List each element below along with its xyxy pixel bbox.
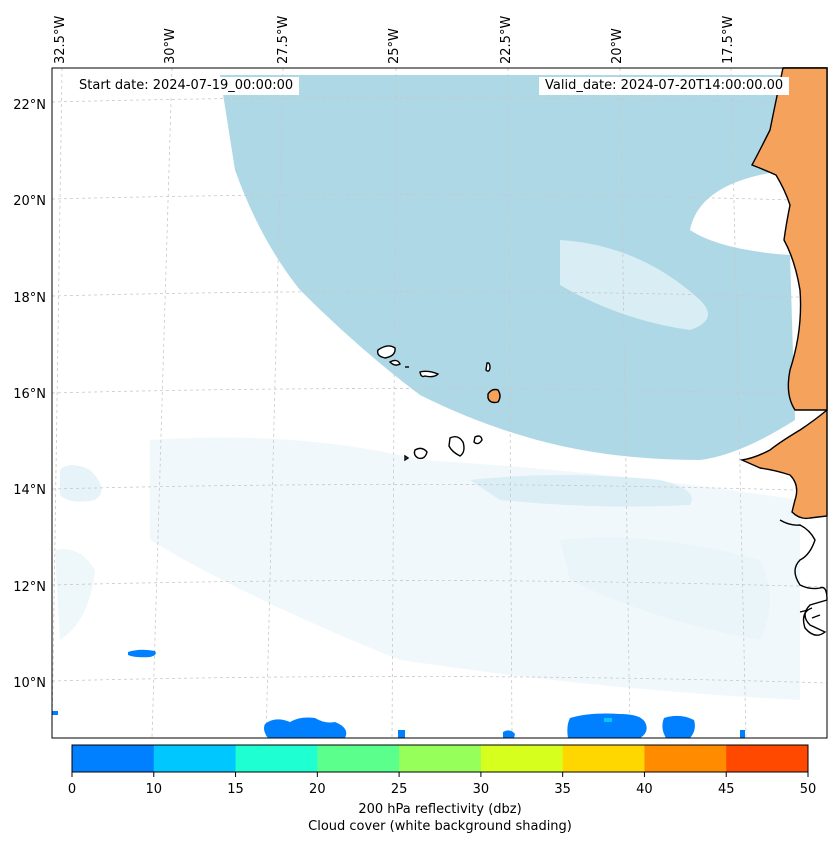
guinea-coast bbox=[779, 519, 828, 636]
graticule bbox=[51, 67, 828, 739]
colorbar-frame bbox=[71, 744, 809, 773]
lon-label-30w: 30°W bbox=[163, 28, 178, 64]
parallel-10n bbox=[51, 676, 828, 684]
reflectivity-cell-edge bbox=[52, 711, 58, 715]
parallel-14n bbox=[51, 484, 828, 492]
meridian-22-5w bbox=[507, 67, 513, 739]
lat-label-18n: 18°N bbox=[13, 291, 46, 306]
island-santiago bbox=[448, 435, 465, 457]
lat-label-20n: 20°N bbox=[13, 194, 46, 209]
island-fogo bbox=[413, 447, 428, 460]
west-africa-coast-north bbox=[751, 67, 828, 411]
reflectivity-layer bbox=[52, 649, 745, 738]
colorbar bbox=[71, 744, 809, 777]
meridian-32-5w bbox=[51, 67, 63, 739]
colorbar-segment bbox=[399, 745, 482, 772]
lat-label-14n: 14°N bbox=[13, 483, 46, 498]
colorbar-sublabel: Cloud cover (white background shading) bbox=[308, 819, 572, 834]
cloud-main-mass bbox=[220, 75, 795, 460]
island-santo-antao bbox=[376, 345, 396, 359]
colorbar-tick-label: 50 bbox=[799, 782, 817, 797]
colorbar-tick-label: 25 bbox=[390, 782, 408, 797]
cloud-clear-gap bbox=[560, 240, 708, 330]
reflectivity-cell-south-2 bbox=[503, 730, 515, 738]
reflectivity-cell-south-4 bbox=[662, 715, 695, 738]
lon-label-20w: 20°W bbox=[610, 28, 625, 64]
lat-label-10n: 10°N bbox=[13, 676, 46, 691]
colorbar-segment bbox=[480, 745, 564, 772]
colorbar-tick-label: 10 bbox=[145, 782, 163, 797]
colorbar-segment bbox=[562, 745, 645, 772]
lon-label-17-5w: 17.5°W bbox=[721, 15, 736, 64]
west-africa-coast bbox=[739, 67, 828, 520]
cloud-cover-layer bbox=[55, 75, 800, 700]
colorbar-segment bbox=[317, 745, 400, 772]
colorbar-segment bbox=[153, 745, 237, 772]
reflectivity-cell-south-3-core bbox=[604, 718, 612, 722]
land-layer bbox=[376, 67, 828, 636]
meridian-30w bbox=[151, 67, 173, 739]
island-sao-nicolau bbox=[419, 370, 440, 378]
island-brava bbox=[404, 454, 410, 462]
island-sao-vicente bbox=[388, 359, 401, 366]
valid-date-label: Valid_date: 2024-07-20T14:00:00.00 bbox=[539, 77, 790, 95]
meridian-17-5w bbox=[730, 67, 747, 739]
meridian-20w bbox=[619, 67, 631, 739]
colorbar-tick-label: 15 bbox=[227, 782, 244, 797]
lat-label-22n: 22°N bbox=[13, 98, 46, 113]
reflectivity-cell-southwest bbox=[264, 717, 347, 738]
island-boa-vista bbox=[487, 388, 501, 404]
meridian-25w bbox=[391, 67, 397, 739]
cloud-haze-southwest bbox=[55, 549, 95, 640]
reflectivity-cell-south-1 bbox=[398, 730, 405, 738]
colorbar-tick-label: 0 bbox=[67, 782, 77, 797]
bissagos-islands bbox=[799, 609, 821, 619]
lon-label-32-5w: 32.5°W bbox=[53, 15, 68, 64]
map-frame bbox=[51, 67, 828, 739]
colorbar-tick-label: 35 bbox=[554, 782, 571, 797]
start-date-label: Start date: 2024-07-19_00:00:00 bbox=[73, 77, 300, 95]
lat-label-16n: 16°N bbox=[13, 387, 46, 402]
reflectivity-cell-west bbox=[128, 649, 156, 658]
parallel-20n bbox=[51, 194, 828, 202]
reflectivity-cell-south-5 bbox=[740, 730, 745, 738]
cloud-southwest-band bbox=[470, 475, 692, 507]
colorbar-segment bbox=[726, 745, 809, 772]
lon-label-25w: 25°W bbox=[387, 28, 402, 64]
island-maio bbox=[473, 435, 483, 445]
colorbar-tick-label: 20 bbox=[309, 782, 326, 797]
reflectivity-cell-south-3 bbox=[567, 713, 647, 738]
lon-label-22-5w: 22.5°W bbox=[499, 15, 514, 64]
island-sal bbox=[485, 362, 491, 372]
cloud-haze-west bbox=[60, 465, 102, 502]
meridian-27-5w bbox=[265, 67, 284, 739]
parallel-18n bbox=[51, 291, 828, 299]
parallel-22n bbox=[51, 97, 828, 105]
parallel-12n bbox=[51, 580, 828, 588]
lat-label-12n: 12°N bbox=[13, 580, 46, 595]
cloud-lower-band bbox=[560, 537, 770, 640]
colorbar-label: 200 hPa reflectivity (dbz) bbox=[358, 802, 522, 817]
colorbar-segment bbox=[235, 745, 318, 772]
parallel-16n bbox=[51, 388, 828, 396]
colorbar-tick-label: 45 bbox=[717, 782, 735, 797]
colorbar-tick-label: 30 bbox=[472, 782, 490, 797]
colorbar-tick-label: 40 bbox=[636, 782, 653, 797]
lon-label-27-5w: 27.5°W bbox=[276, 15, 291, 64]
colorbar-segment bbox=[72, 745, 155, 772]
colorbar-segment bbox=[644, 745, 727, 772]
